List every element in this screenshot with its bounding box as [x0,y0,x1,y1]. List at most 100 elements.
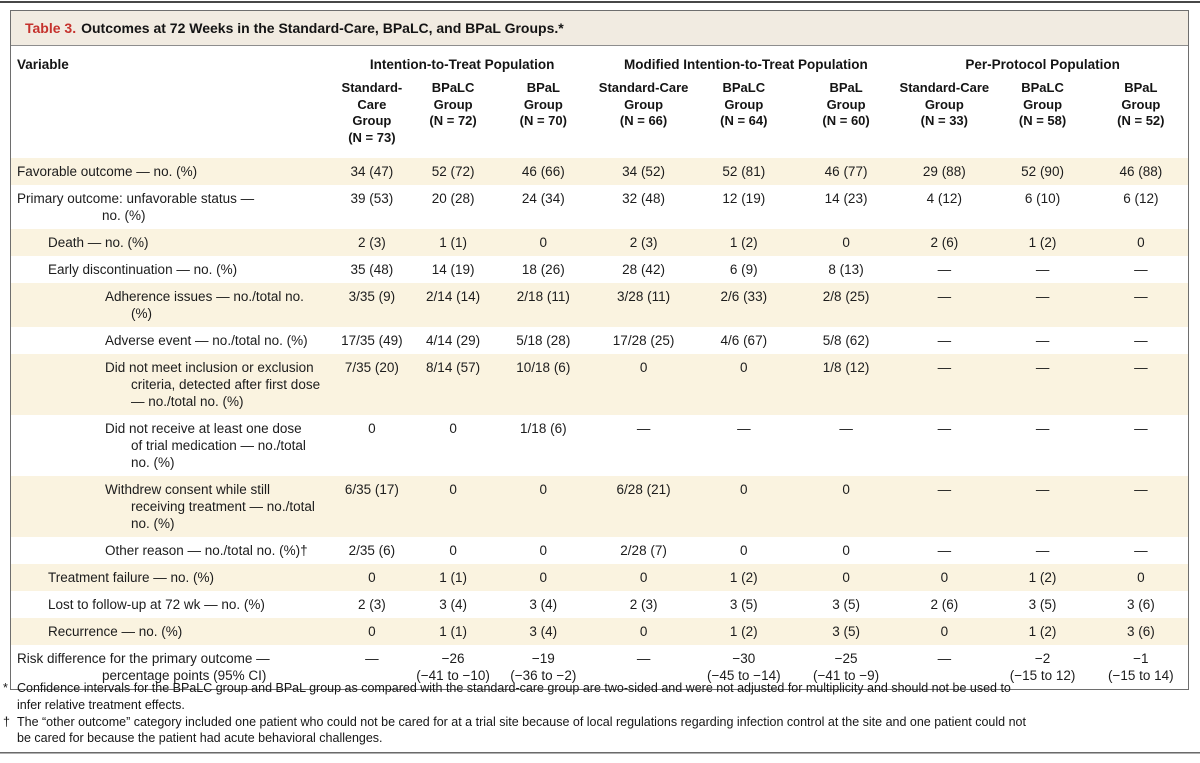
cell: 1 (1) [439,624,467,639]
cell: — [1035,482,1050,497]
column-group-header-mitt: Modified Intention-to-Treat Population [623,57,868,72]
cell: 6/35 (17) [344,482,399,497]
cell: 4/14 (29) [426,333,481,348]
cell: 6 (10) [1024,191,1061,206]
cell: — [1035,333,1050,348]
cell: — [937,543,952,558]
top-divider [0,1,1200,3]
row-label: Adherence issues — no./total no. (%) [105,289,304,321]
cell: 8/14 (57) [426,360,481,375]
cell: 7/35 (20) [344,360,399,375]
table-title-text: Outcomes at 72 Weeks in the Standard-Car… [81,20,564,36]
cell: 0 [740,360,748,375]
column-group-header-pp: Per-Protocol Population [965,57,1120,72]
cell: — [1134,360,1148,375]
cell: 0 [449,543,457,558]
cell: 39 (53) [350,191,394,206]
table-row: Adverse event — no./total no. (%) 17/35 (… [11,327,1188,354]
table-body: Favorable outcome — no. (%) 34 (47) 52 (72… [11,158,1188,689]
footnote-dagger: † The “other outcome” category included … [3,714,1194,748]
cell: 0 [842,482,850,497]
cell: 1 (2) [1028,624,1057,639]
cell: 2 (6) [930,597,959,612]
cell: — [937,262,952,277]
row-label: Lost to follow-up at 72 wk — no. (%) [48,597,265,612]
cell: 5/18 (28) [516,333,571,348]
cell: 0 [639,360,648,375]
cell: 0 [639,570,648,585]
cell: 2/8 (25) [822,289,870,304]
footnote-symbol: † [3,714,10,729]
table-row: Death — no. (%) 2 (3) 1 (1) 0 2 (3) 1 (2) 0 2 (… [11,229,1188,256]
row-label: Other reason — no./total no. (%)† [105,543,308,558]
cell: 8 (13) [828,262,864,277]
column-header: BPaL Group (N = 52) [1117,80,1165,128]
table-row: Early discontinuation — no. (%) 35 (48) 14… [11,256,1188,283]
column-group-header-itt: Intention-to-Treat Population [369,57,555,72]
row-label: Primary outcome: unfavorable status — no.… [17,191,255,223]
table-number: Table 3. [25,20,77,36]
cell: 3 (6) [1126,597,1155,612]
cell: — [1134,421,1148,436]
cell: — [937,421,952,436]
cell: 3 (5) [832,597,860,612]
table-frame: Table 3. Outcomes at 72 Weeks in the Stan… [10,10,1189,690]
cell: 24 (34) [521,191,565,206]
row-label: Recurrence — no. (%) [48,624,183,639]
cell: 14 (23) [824,191,868,206]
cell: — [365,651,379,666]
cell: 5/8 (62) [822,333,870,348]
cell: 1 (2) [1028,235,1057,250]
cell: 3 (6) [1126,624,1155,639]
footnote-text: Confidence intervals for the BPaLC group… [17,681,1011,712]
cell: 1 (2) [729,570,758,585]
subheader-row: Standard-Care Group (N = 73) BPaLC Group… [11,74,1188,158]
cell: — [1035,360,1050,375]
column-header: Standard-Care Group (N = 66) [598,80,689,128]
table-row: Lost to follow-up at 72 wk — no. (%) 2 (3… [11,591,1188,618]
cell: 12 (19) [722,191,766,206]
cell: −26 (−41 to −10) [416,651,490,683]
cell: 3 (4) [529,597,558,612]
table-row: Other reason — no./total no. (%)† 2/35 (6… [11,537,1188,564]
page-title: Table 3. Outcomes at 72 Weeks in the Stan… [11,11,1188,46]
cell: — [636,651,651,666]
table-row: Did not receive at least one dose of tria… [11,415,1188,476]
cell: — [1035,262,1050,277]
cell: 18 (26) [521,262,565,277]
cell: 10/18 (6) [516,360,571,375]
cell: 0 [368,570,376,585]
cell: 14 (19) [431,262,475,277]
cell: 0 [940,570,949,585]
outcomes-table: Variable Intention-to-Treat Population M… [11,46,1188,689]
table-row: Favorable outcome — no. (%) 34 (47) 52 (72… [11,158,1188,185]
cell: 46 (66) [521,164,565,179]
row-label: Did not meet inclusion or exclusion crite… [105,360,321,409]
cell: 1 (2) [729,624,758,639]
cell: 3 (4) [529,624,558,639]
cell: 6/28 (21) [616,482,671,497]
cell: — [1035,543,1050,558]
group-header-row: Variable Intention-to-Treat Population M… [11,46,1188,74]
cell: 29 (88) [922,164,966,179]
row-label: Risk difference for the primary outcome … [17,651,270,683]
cell: — [937,651,952,666]
cell: 0 [368,421,376,436]
cell: — [937,482,952,497]
cell: — [1134,543,1148,558]
cell: 0 [539,482,548,497]
column-header: BPaL Group (N = 70) [519,80,567,128]
cell: — [937,289,952,304]
cell: 0 [639,624,648,639]
cell: −2 (−15 to 12) [1009,651,1076,683]
table-row: Primary outcome: unfavorable status — no.… [11,185,1188,229]
cell: 3 (4) [439,597,467,612]
cell: 4 (12) [926,191,962,206]
cell: 4/6 (67) [720,333,768,348]
cell: 2/35 (6) [348,543,396,558]
table-row: Withdrew consent while still receiving tr… [11,476,1188,537]
cell: 2/14 (14) [426,289,481,304]
cell: 0 [539,235,548,250]
cell: 46 (77) [824,164,868,179]
